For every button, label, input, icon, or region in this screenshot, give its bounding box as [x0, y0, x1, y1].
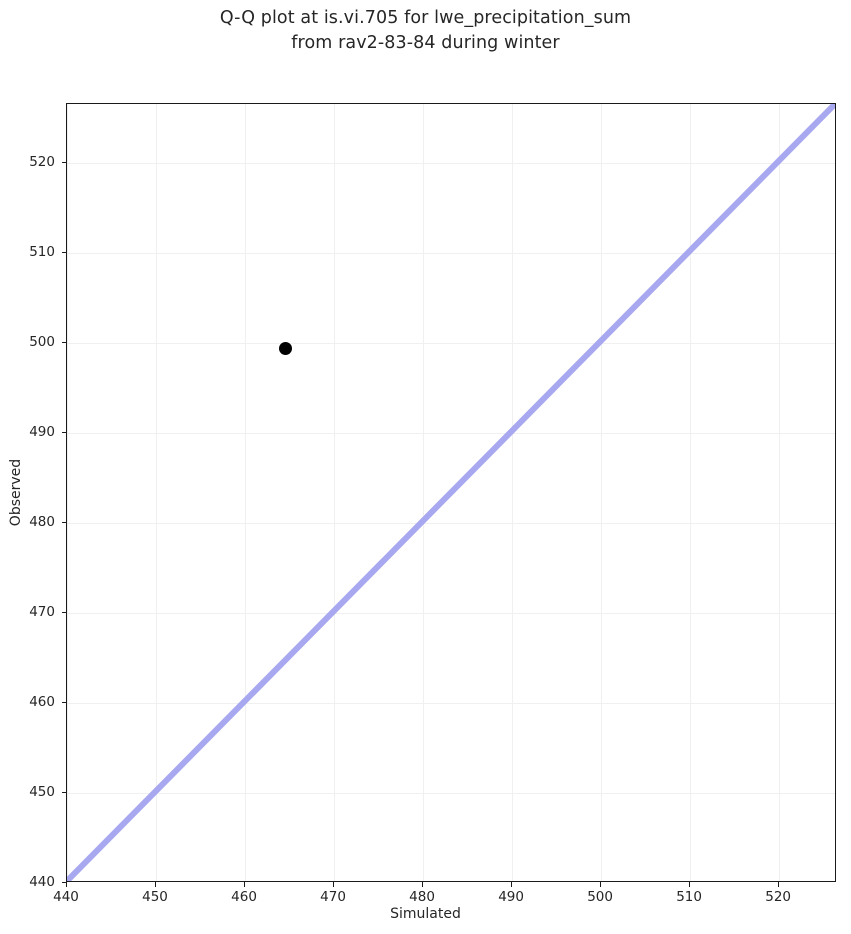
gridline-vertical: [423, 104, 425, 881]
gridline-vertical: [601, 104, 603, 881]
x-tick-label: 470: [320, 889, 346, 905]
gridline-horizontal: [67, 522, 835, 524]
y-tick-label: 510: [29, 243, 55, 260]
gridline-vertical: [690, 104, 692, 881]
gridline-vertical: [779, 104, 781, 881]
y-tick-mark: [61, 882, 66, 884]
scatter-point: [279, 342, 293, 356]
x-tick-label: 450: [142, 889, 168, 905]
x-tick-mark: [244, 882, 246, 887]
identity-line-segment: [67, 104, 835, 881]
y-tick-mark: [61, 161, 66, 163]
chart-title: Q-Q plot at is.vi.705 for lwe_precipitat…: [0, 6, 851, 56]
y-tick-label: 450: [29, 783, 55, 800]
gridline-horizontal: [67, 342, 835, 344]
x-tick-label: 490: [498, 889, 524, 905]
gridline-horizontal: [67, 702, 835, 704]
y-tick-mark: [61, 611, 66, 614]
gridline-vertical: [512, 104, 514, 881]
identity-line: [67, 104, 835, 881]
y-tick-mark: [61, 341, 66, 343]
gridline-horizontal: [67, 432, 835, 434]
x-tick-mark: [600, 882, 602, 887]
chart-title-line-1: Q-Q plot at is.vi.705 for lwe_precipitat…: [219, 8, 632, 28]
grid-layer: [67, 104, 835, 881]
data-layer: [67, 104, 835, 881]
y-tick-label: 480: [29, 513, 55, 530]
x-tick-label: 440: [53, 889, 79, 905]
gridline-horizontal: [67, 162, 835, 164]
y-tick-label: 440: [29, 874, 55, 890]
gridline-horizontal: [67, 252, 835, 254]
y-tick-label: 470: [29, 603, 55, 620]
y-tick-mark: [61, 791, 66, 794]
y-axis-label: Observed: [8, 458, 24, 527]
gridline-vertical: [245, 104, 247, 881]
x-tick-label: 500: [587, 889, 613, 905]
x-tick-mark: [155, 882, 157, 887]
y-tick-mark: [61, 431, 66, 433]
x-tick-label: 480: [409, 889, 435, 905]
x-tick-label: 510: [676, 889, 702, 905]
y-tick-mark: [61, 251, 66, 253]
plot-area: [66, 103, 836, 882]
x-tick-label: 520: [765, 889, 792, 905]
gridline-vertical: [334, 104, 336, 881]
x-tick-mark: [333, 882, 335, 887]
y-tick-label: 460: [29, 693, 55, 710]
x-tick-label: 460: [231, 889, 257, 905]
x-tick-mark: [66, 882, 68, 887]
gridline-vertical: [67, 104, 69, 881]
gridline-vertical: [156, 104, 158, 881]
y-tick-mark: [61, 701, 66, 704]
x-tick-mark: [689, 882, 691, 887]
x-tick-mark: [778, 882, 780, 887]
gridline-horizontal: [67, 612, 835, 614]
x-axis-label: Simulated: [390, 906, 461, 922]
y-tick-label: 490: [29, 423, 55, 440]
y-tick-mark: [61, 521, 66, 524]
chart-title-line-2: from rav2-83-84 during winter: [291, 33, 560, 53]
y-tick-label: 520: [29, 153, 55, 170]
gridline-horizontal: [67, 792, 835, 795]
x-tick-mark: [511, 882, 513, 887]
y-tick-label: 500: [29, 333, 55, 350]
x-tick-mark: [422, 882, 424, 887]
